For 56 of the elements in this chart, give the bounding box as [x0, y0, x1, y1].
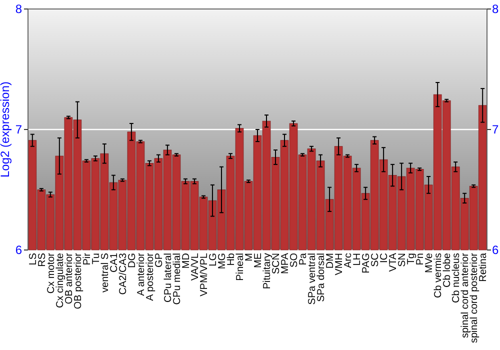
- x-tick-label: MVe: [424, 252, 436, 274]
- y2-tick-label: 8: [492, 2, 499, 16]
- x-tick-label: SPa dorsal: [316, 253, 328, 302]
- x-tick-label: DG: [126, 252, 138, 268]
- x-tick-label: Tu: [90, 253, 102, 264]
- y-tick-label: 8: [15, 2, 22, 16]
- y2-tick-label: 6: [492, 243, 499, 258]
- x-tick-label: Cb nucleus: [451, 253, 462, 304]
- x-tick-label: A posterior: [144, 252, 156, 301]
- x-tick-label: Pineal: [234, 253, 246, 281]
- x-tick-label: MD: [180, 253, 192, 269]
- x-tick-label: SCN: [271, 253, 282, 274]
- x-tick-label: M: [244, 253, 255, 262]
- x-tick-label: spinal cord anterior: [460, 252, 472, 338]
- y-tick-label: 6: [15, 243, 22, 258]
- x-tick-label: LH: [352, 253, 364, 266]
- x-tick-label: Pir: [82, 252, 93, 266]
- x-tick-label: GP: [154, 252, 165, 268]
- x-tick-label: Pa: [298, 252, 310, 266]
- x-tick-label: LS: [28, 252, 39, 266]
- x-tick-label: Hb: [226, 252, 237, 266]
- x-tick-label: A anterior: [136, 252, 147, 296]
- x-tick-label: DM: [325, 253, 336, 269]
- x-tick-label: spinal cord posterior: [469, 252, 480, 344]
- x-tick-label: SO: [289, 252, 300, 268]
- x-tick-label: SC: [370, 253, 382, 267]
- x-tick-label: IC: [379, 253, 390, 263]
- x-tick-label: CA2/CA3: [118, 252, 129, 295]
- y-axis-title: Log2 (expression): [0, 81, 12, 178]
- x-tick-label: ME: [253, 252, 264, 268]
- x-tick-label: Cx motor: [46, 252, 57, 294]
- x-tick-label: VPM/VPL: [198, 252, 210, 296]
- x-tick-label: CPu lateral: [162, 253, 174, 302]
- x-tick-label: Pn: [415, 253, 426, 266]
- x-tick-label: SN: [397, 253, 408, 267]
- x-tick-label: VTA: [388, 252, 400, 272]
- x-tick-label: ventral S: [100, 252, 111, 292]
- x-tick-label: Tg: [406, 253, 418, 265]
- x-tick-label: Retina: [478, 252, 490, 282]
- x-tick-label: CA1: [108, 252, 120, 272]
- x-tick-label: OB posterior: [72, 252, 84, 310]
- y-tick-label: 7: [15, 122, 22, 137]
- x-tick-label: MG: [216, 252, 228, 270]
- x-tick-label: VA/VL: [190, 252, 201, 281]
- x-tick-label: VMH: [334, 253, 346, 276]
- x-tick-label: PAG: [361, 252, 372, 274]
- x-tick-label: RS: [36, 252, 48, 267]
- y2-tick-label: 7: [492, 122, 499, 137]
- x-tick-label: Arc: [343, 253, 354, 268]
- x-tick-label: MPA: [280, 252, 292, 274]
- x-tick-label: Cb lobe: [442, 252, 454, 288]
- x-tick-label: LG: [208, 252, 219, 266]
- x-tick-label: Cx cingulate: [54, 252, 66, 308]
- x-tick-label: CPu medial: [172, 253, 183, 305]
- x-tick-label: OB anterior: [64, 252, 75, 304]
- x-tick-label: Pituitary: [262, 253, 274, 290]
